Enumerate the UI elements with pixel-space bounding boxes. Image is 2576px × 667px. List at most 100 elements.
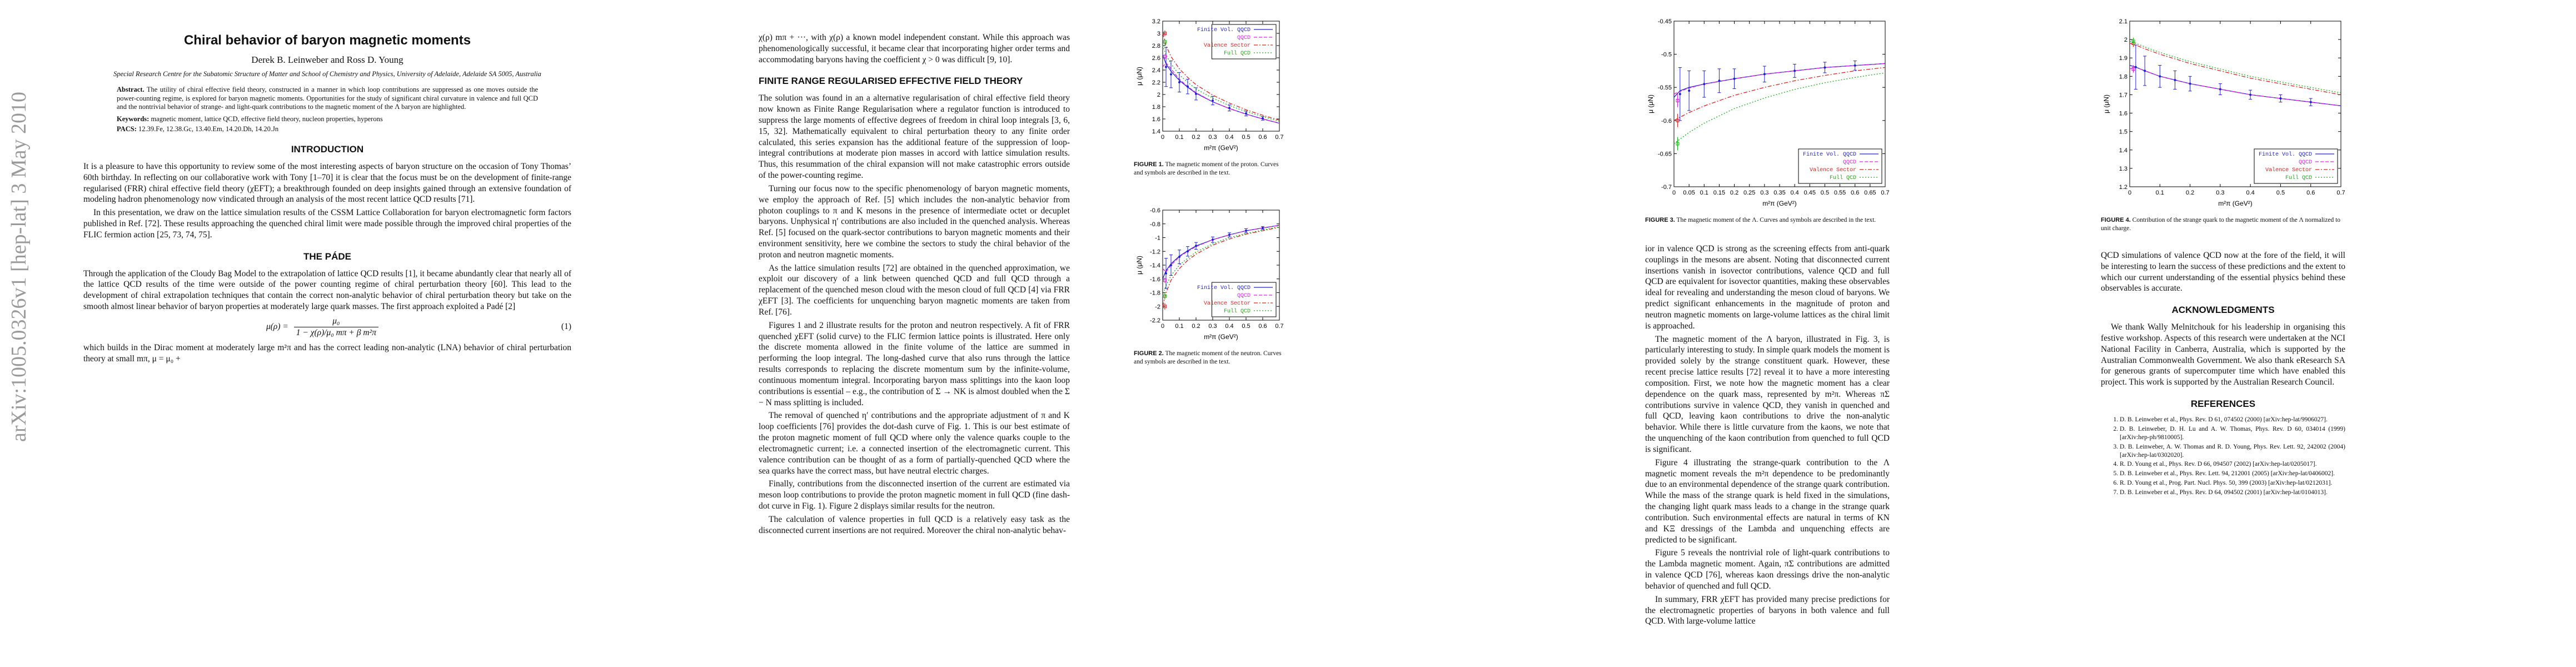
- data-point: [1170, 73, 1172, 76]
- x-tick-label: 0: [1672, 190, 1676, 196]
- section-heading-references: REFERENCES: [2190, 399, 2256, 410]
- reference-item: D. B. Leinweber, D. H. Lu and A. W. Thom…: [2120, 425, 2345, 442]
- series-line: [1673, 67, 1886, 121]
- figure-3-caption: FIGURE 3. The magnetic moment of the Λ. …: [1645, 217, 1876, 223]
- legend-box: [1798, 148, 1882, 184]
- data-point: [1195, 92, 1197, 95]
- paragraph: QCD simulations of valence QCD now at th…: [2101, 251, 2345, 293]
- y-tick-label: 2.4: [1152, 67, 1160, 74]
- y-tick-label: -2.2: [1150, 317, 1160, 324]
- x-tick-label: 0.05: [1683, 190, 1695, 196]
- y-tick-label: -1.6: [1150, 276, 1160, 283]
- data-point: [1853, 64, 1856, 67]
- x-tick-label: 0.6: [1258, 134, 1267, 141]
- data-point: [1163, 278, 1167, 282]
- x-tick-label: 0.3: [1760, 190, 1768, 196]
- x-tick-label: 0.2: [1192, 134, 1200, 141]
- data-point: [1163, 294, 1167, 298]
- section-heading-pade: THE PÁDE: [303, 251, 351, 262]
- figure-2-chart: 0 0.1 0.2 0.3 0.4 0.5 0.6 0.7 -2.2 -2 -1.8 -1.6 -1.4…: [1135, 207, 1284, 341]
- y-tick-label: -0.8: [1150, 221, 1160, 228]
- data-point: [2279, 97, 2282, 100]
- x-tick-label: 0.3: [1208, 134, 1217, 141]
- data-point: [1165, 66, 1167, 68]
- paragraph: Figures 1 and 2 illustrate results for t…: [759, 320, 1070, 407]
- data-point: [2219, 88, 2221, 91]
- paragraph: The solution was found in an a alternati…: [759, 93, 1070, 181]
- data-point: [1676, 142, 1680, 146]
- figure-4-chart: 0 0.1 0.2 0.3 0.4 0.5 0.6 0.7 1.2 1.3 1.4 1.5 1.6 1.7…: [2102, 18, 2345, 207]
- arxiv-identifier: arXiv:1005.0326v1 [hep-lat] 3 May 2010: [7, 91, 31, 442]
- y-tick-label: -0.7: [1661, 184, 1672, 191]
- data-point: [1163, 54, 1167, 58]
- data-point: [1718, 79, 1721, 82]
- x-tick-label: 0.35: [1773, 190, 1785, 196]
- x-tick-label: 0.5: [1821, 190, 1829, 196]
- paragraph: In summary, FRR χEFT has provided many p…: [1645, 594, 1890, 626]
- legend-label: Valence Sector: [1810, 167, 1856, 173]
- y-axis-label: μ (μN): [1135, 67, 1143, 86]
- x-tick-label: 0.15: [1713, 190, 1725, 196]
- x-tick-label: 0.2: [2186, 190, 2194, 196]
- x-tick-label: 0.1: [1175, 134, 1183, 141]
- y-tick-label: 1.6: [2119, 111, 2127, 117]
- data-point: [1703, 83, 1706, 86]
- y-tick-label: 1.6: [1152, 116, 1160, 123]
- legend-label: Valence Sector: [2265, 167, 2312, 173]
- data-point: [1170, 264, 1172, 266]
- x-tick-label: 0.2: [1192, 323, 1200, 330]
- x-tick-label: 0.7: [2336, 190, 2345, 196]
- reference-item: D. B. Leinweber et al., Phys. Rev. D 61,…: [2120, 416, 2345, 424]
- data-point: [1823, 66, 1826, 69]
- data-point: [1165, 272, 1167, 275]
- paragraph: ior in valence QCD is strong as the scre…: [1645, 244, 1890, 331]
- data-point: [2249, 93, 2252, 96]
- section-heading-frr: FINITE RANGE REGULARISED EFFECTIVE FIELD…: [759, 76, 1023, 87]
- legend-box: [1212, 24, 1277, 59]
- data-point: [1228, 107, 1230, 109]
- legend-label: Finite Vol. QQCD: [1197, 285, 1250, 291]
- x-tick-label: 0.6: [2306, 190, 2315, 196]
- y-tick-label: 1.8: [1152, 104, 1160, 111]
- page-2-text-column: χ(ρ) mπ + ···, with χ(ρ) a known model i…: [759, 32, 1070, 539]
- x-tick-label: 0.7: [1275, 323, 1283, 330]
- data-point: [1262, 227, 1264, 230]
- data-point: [1676, 118, 1680, 122]
- x-tick-label: 0.6: [1258, 323, 1267, 330]
- legend-label: Full QCD: [1224, 50, 1250, 57]
- y-tick-label: -0.6: [1150, 207, 1160, 214]
- data-point: [1793, 69, 1796, 72]
- paragraph: which builds in the Dirac moment at mode…: [83, 343, 571, 364]
- paragraph: It is a pleasure to have this opportunit…: [83, 161, 571, 205]
- data-point: [1245, 112, 1247, 115]
- page-4: 0 0.1 0.2 0.3 0.4 0.5 0.6 0.7 1.2 1.3 1.4 1.5 1.6 1.7…: [1934, 0, 2576, 667]
- page-3: 0 0.05 0.1 0.15 0.2 0.25 0.3 0.35 0.4 0.45 0.5 0.55…: [1289, 0, 1934, 667]
- x-tick-label: 0.7: [1881, 190, 1889, 196]
- data-point: [1678, 93, 1681, 96]
- y-tick-label: 1.5: [2119, 129, 2127, 136]
- data-point: [1163, 40, 1167, 44]
- paragraph: The removal of quenched η′ contributions…: [759, 411, 1070, 476]
- y-tick-label: -1: [1155, 235, 1160, 242]
- legend-label: Full QCD: [2285, 175, 2312, 181]
- legend-label: QQCD: [1843, 160, 1856, 166]
- figure-1: 0 0.1 0.2 0.3 0.4 0.5 0.6 0.7 1.4 1.6 1.8 2 2.2 2.4 2.…: [1134, 17, 1284, 183]
- legend-label: Finite Vol. QQCD: [1197, 27, 1250, 33]
- series-line: [2129, 43, 2341, 96]
- legend-label: Finite Vol. QQCD: [1803, 151, 1856, 158]
- page-4-text-column: QCD simulations of valence QCD now at th…: [2101, 250, 2345, 498]
- data-point: [2131, 67, 2135, 71]
- x-tick-label: 0.4: [1225, 134, 1233, 141]
- paragraph: Through the application of the Cloudy Ba…: [83, 268, 571, 311]
- figure-2-caption: FIGURE 2. The magnetic moment of the neu…: [1134, 350, 1282, 365]
- x-tick-label: 0.4: [2246, 190, 2254, 196]
- y-tick-label: 1.8: [2119, 73, 2127, 80]
- data-point: [2309, 101, 2312, 103]
- paragraph: Figure 5 reveals the nontrivial role of …: [1645, 548, 1890, 591]
- data-point: [1187, 85, 1189, 88]
- x-tick-label: 0.1: [1175, 323, 1183, 330]
- y-tick-label: -0.6: [1661, 118, 1672, 125]
- reference-item: D. B. Leinweber et al., Phys. Rev. Lett.…: [2120, 470, 2345, 478]
- reference-item: D. B. Leinweber, A. W. Thomas and R. D. …: [2120, 443, 2345, 460]
- y-tick-label: 2: [1157, 92, 1160, 98]
